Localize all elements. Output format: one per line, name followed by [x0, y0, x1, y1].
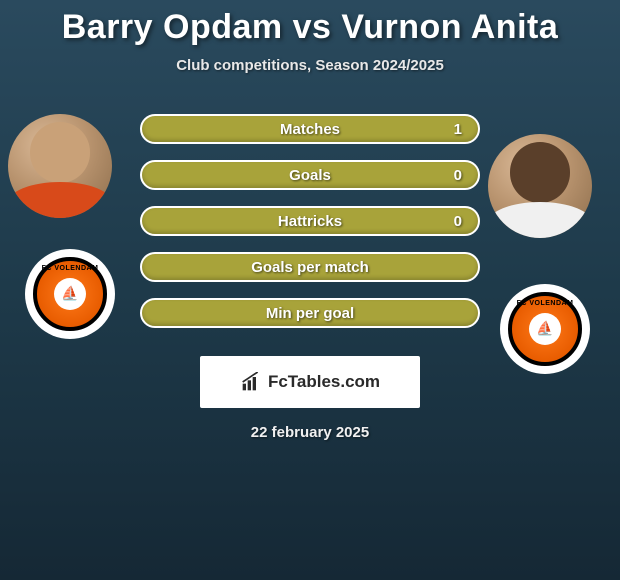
club-name-left: FC VOLENDAM	[37, 265, 103, 272]
player-left-shirt-icon	[8, 182, 112, 218]
page-title: Barry Opdam vs Vurnon Anita	[0, 0, 620, 47]
watermark: FcTables.com	[200, 356, 420, 408]
club-badge-icon: FC VOLENDAM ⛵	[508, 292, 582, 366]
date-text: 22 february 2025	[0, 424, 620, 441]
club-logo-right: FC VOLENDAM ⛵	[500, 284, 590, 374]
boat-icon: ⛵	[536, 320, 553, 337]
club-logo-left: FC VOLENDAM ⛵	[25, 249, 115, 339]
player-right-head-icon	[510, 142, 570, 202]
player-left-photo	[8, 114, 112, 218]
stat-row-goals: Goals 0	[140, 160, 480, 190]
stat-label: Goals	[289, 167, 331, 184]
club-badge-icon: FC VOLENDAM ⛵	[33, 257, 107, 331]
page-subtitle: Club competitions, Season 2024/2025	[0, 57, 620, 74]
boat-icon: ⛵	[61, 285, 78, 302]
watermark-text: FcTables.com	[268, 372, 380, 392]
stat-row-matches: Matches 1	[140, 114, 480, 144]
comparison-content: FC VOLENDAM ⛵ FC VOLENDAM ⛵ Matches 1 Go…	[0, 114, 620, 441]
stat-label: Hattricks	[278, 213, 342, 230]
stat-label: Goals per match	[251, 259, 369, 276]
stat-label: Matches	[280, 121, 340, 138]
player-left-head-icon	[30, 122, 90, 182]
chart-icon	[240, 372, 262, 392]
stat-bars: Matches 1 Goals 0 Hattricks 0 Goals per …	[140, 114, 480, 328]
stat-row-hattricks: Hattricks 0	[140, 206, 480, 236]
stat-value: 0	[454, 167, 462, 184]
stat-row-min-per-goal: Min per goal	[140, 298, 480, 328]
club-name-right: FC VOLENDAM	[512, 300, 578, 307]
stat-row-goals-per-match: Goals per match	[140, 252, 480, 282]
stat-value: 0	[454, 213, 462, 230]
player-right-shirt-icon	[488, 202, 592, 238]
player-right-photo	[488, 134, 592, 238]
stat-value: 1	[454, 121, 462, 138]
stat-label: Min per goal	[266, 305, 354, 322]
